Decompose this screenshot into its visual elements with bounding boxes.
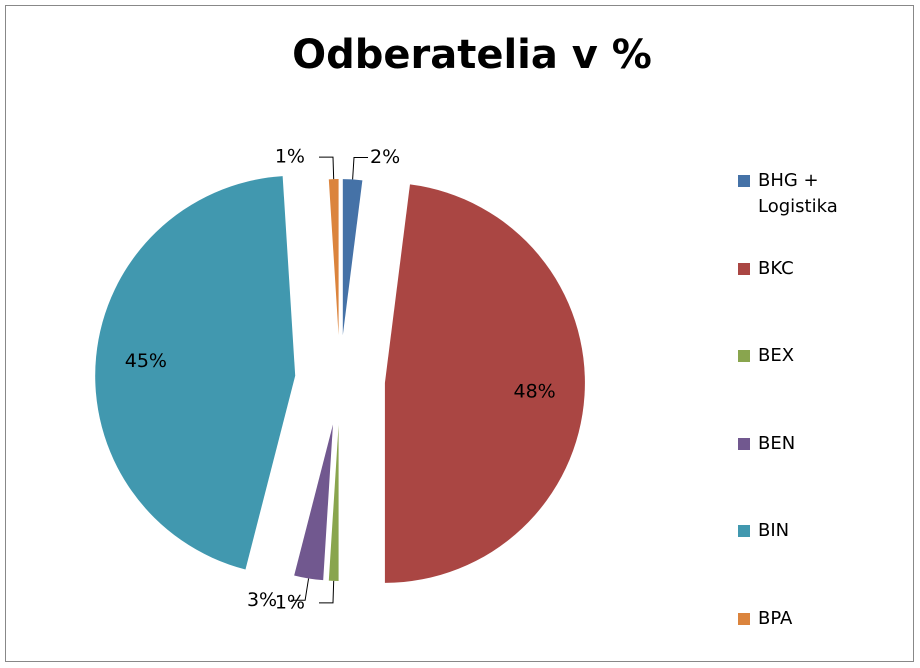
pie-slice: [342, 179, 363, 336]
pie-slice: [294, 424, 333, 581]
data-label: 1%: [275, 591, 305, 613]
legend-swatch: [738, 437, 750, 450]
legend-swatch: [738, 525, 750, 537]
data-label: 1%: [275, 146, 305, 168]
legend-item: BEX: [738, 343, 888, 369]
legend-swatch: [738, 262, 750, 275]
legend-label: BIN: [758, 520, 790, 541]
legend-item: BHG + Logistika: [738, 168, 888, 220]
pie-slice: [95, 176, 296, 570]
legend-label: BKC: [758, 257, 794, 279]
data-label: 45%: [125, 350, 167, 372]
legend-swatch: [738, 175, 750, 187]
data-label: 3%: [247, 589, 277, 611]
pie-slice: [328, 179, 339, 336]
leader-line: [352, 156, 369, 180]
legend-item: BIN: [738, 518, 888, 544]
legend-label: BHG + Logistika: [758, 170, 838, 217]
leader-line: [318, 156, 335, 180]
legend-swatch: [738, 350, 750, 362]
data-label: 48%: [513, 381, 555, 403]
legend-item: BKC: [738, 256, 888, 282]
pie-slice: [328, 424, 339, 581]
leader-line: [318, 580, 335, 604]
legend-item: BEN: [738, 431, 888, 457]
data-label: 2%: [370, 146, 400, 168]
legend-label: BEX: [758, 345, 795, 366]
leader-line: [291, 578, 310, 601]
legend-swatch: [738, 612, 750, 625]
legend-label: BPA: [758, 607, 793, 629]
legend-item: BPA: [738, 606, 888, 632]
chart-title: Odberatelia v %: [292, 32, 652, 78]
pie-slice: [384, 184, 585, 583]
legend-label: BEN: [758, 432, 796, 454]
